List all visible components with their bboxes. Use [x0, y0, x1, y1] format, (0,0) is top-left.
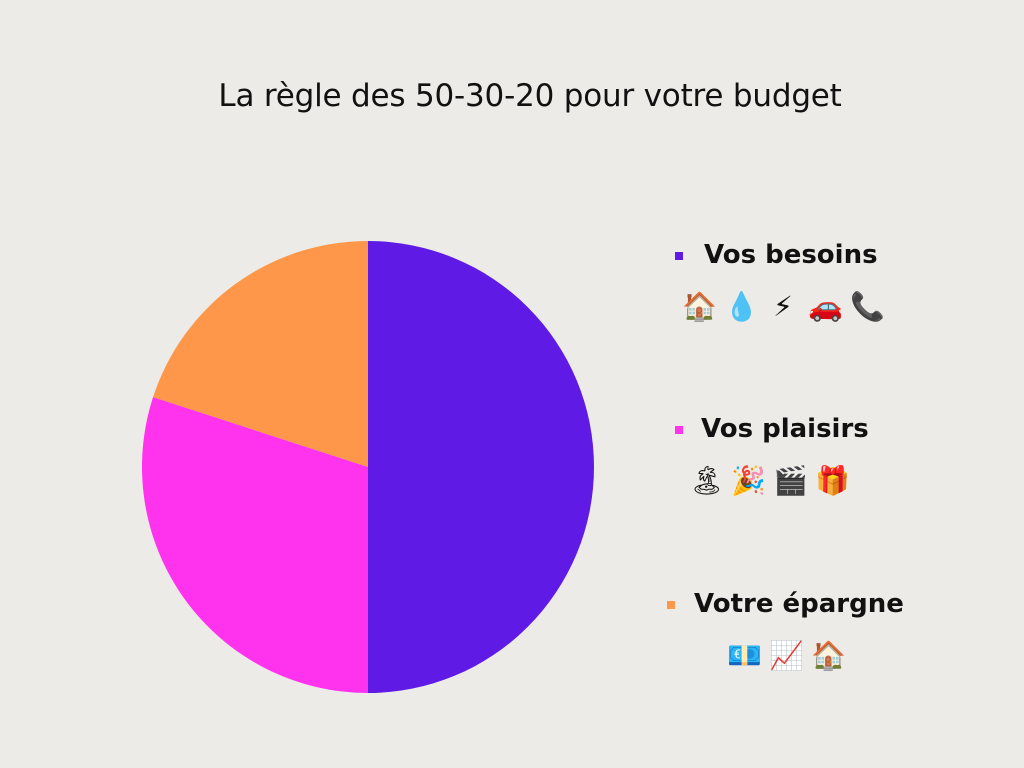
legend-item-plaisirs: Vos plaisirs 🏝 🎉 🎬 🎁: [673, 414, 933, 497]
legend-icons-besoins: 🏠 💧 ⚡ 🚗 📞: [682, 290, 892, 324]
clapperboard-icon: 🎬: [773, 464, 808, 497]
house-icon: 🏠: [811, 639, 846, 672]
legend-label-epargne: Votre épargne: [694, 589, 904, 619]
legend-icons-epargne: 💶 📈 🏠: [727, 639, 853, 673]
pie-slice-plaisirs: [141, 397, 368, 693]
pie-slice-besoins: [368, 241, 594, 693]
legend-icons-plaisirs: 🏝 🎉 🎬 🎁: [689, 464, 857, 498]
gift-icon: 🎁: [815, 464, 850, 497]
car-icon: 🚗: [808, 290, 843, 323]
euro-banknote-icon: 💶: [727, 639, 762, 672]
legend-swatch-besoins: [675, 252, 683, 260]
legend-label-plaisirs: Vos plaisirs: [701, 414, 869, 444]
pie-slice-epargne: [153, 241, 368, 467]
legend-item-epargne: Votre épargne 💶 📈 🏠: [667, 589, 927, 672]
legend-swatch-epargne: [667, 601, 675, 609]
water-drop-icon: 💧: [724, 290, 759, 323]
house-icon: 🏠: [682, 290, 717, 323]
party-popper-icon: 🎉: [731, 464, 766, 497]
chart-title: La règle des 50-30-20 pour votre budget: [218, 78, 842, 114]
legend-swatch-plaisirs: [675, 426, 683, 434]
legend-label-besoins: Vos besoins: [704, 240, 878, 270]
legend-item-besoins: Vos besoins 🏠 💧 ⚡ 🚗 📞: [673, 240, 933, 323]
beach-umbrella-icon: 🏝: [689, 464, 725, 497]
telephone-icon: 📞: [850, 290, 885, 323]
lightning-icon: ⚡: [773, 290, 793, 323]
chart-increasing-icon: 📈: [769, 639, 804, 672]
